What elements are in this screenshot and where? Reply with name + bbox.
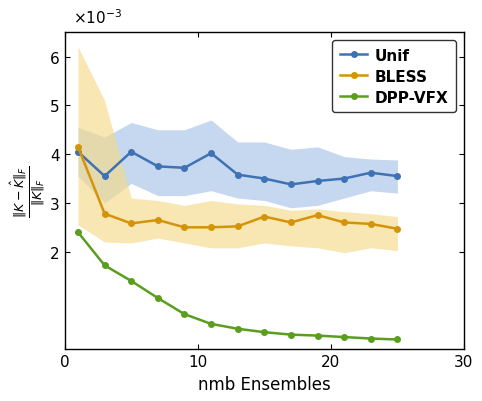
DPP-VFX — [315, 333, 321, 338]
DPP-VFX — [208, 322, 214, 326]
DPP-VFX — [341, 335, 347, 340]
BLESS — [128, 221, 134, 226]
DPP-VFX — [235, 326, 241, 331]
BLESS — [341, 221, 347, 225]
DPP-VFX — [288, 332, 294, 337]
BLESS — [261, 215, 267, 219]
X-axis label: nmb Ensembles: nmb Ensembles — [198, 375, 331, 393]
Unif — [341, 177, 347, 182]
DPP-VFX — [368, 336, 374, 341]
DPP-VFX — [261, 330, 267, 335]
DPP-VFX — [395, 337, 401, 342]
Unif — [128, 150, 134, 155]
BLESS — [288, 221, 294, 225]
Unif — [315, 179, 321, 184]
Line: BLESS: BLESS — [75, 145, 400, 232]
BLESS — [208, 225, 214, 230]
Line: Unif: Unif — [75, 150, 400, 188]
BLESS — [368, 222, 374, 227]
Unif — [235, 173, 241, 178]
DPP-VFX — [128, 279, 134, 284]
BLESS — [75, 145, 81, 150]
BLESS — [182, 225, 187, 230]
Legend: Unif, BLESS, DPP-VFX: Unif, BLESS, DPP-VFX — [332, 41, 456, 113]
Unif — [368, 171, 374, 176]
Unif — [182, 166, 187, 171]
DPP-VFX — [75, 230, 81, 235]
BLESS — [235, 225, 241, 229]
Unif — [395, 174, 401, 179]
BLESS — [315, 213, 321, 218]
Unif — [261, 177, 267, 182]
BLESS — [102, 212, 107, 217]
BLESS — [155, 218, 161, 223]
DPP-VFX — [182, 312, 187, 317]
Y-axis label: $\frac{\|K - \hat{K}\|_F}{\|K\|_F}$: $\frac{\|K - \hat{K}\|_F}{\|K\|_F}$ — [8, 165, 47, 217]
Text: $\times 10^{-3}$: $\times 10^{-3}$ — [73, 8, 122, 27]
Unif — [75, 150, 81, 155]
Unif — [288, 182, 294, 187]
BLESS — [395, 227, 401, 232]
DPP-VFX — [102, 263, 107, 268]
Unif — [208, 152, 214, 156]
DPP-VFX — [155, 296, 161, 301]
Unif — [102, 174, 107, 179]
Unif — [155, 164, 161, 169]
Line: DPP-VFX: DPP-VFX — [75, 230, 400, 342]
